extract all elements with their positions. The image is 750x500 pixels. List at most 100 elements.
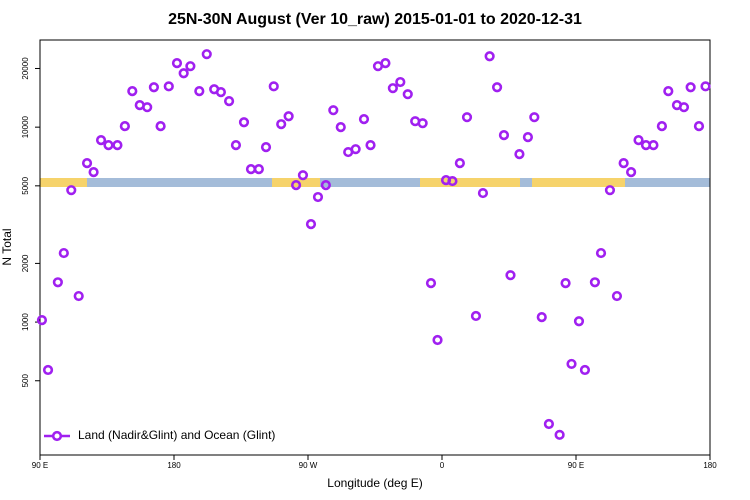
data-point [514,149,525,160]
x-tick-label: 180 [167,461,181,470]
data-point [335,122,346,133]
data-point [656,121,668,132]
data-point [498,130,510,141]
data-point [148,82,159,93]
data-point [522,132,534,143]
data-point [73,290,84,302]
data-point [447,175,458,187]
legend-label: Land (Nadir&Glint) and Ocean (Glint) [78,428,275,442]
data-point [461,112,473,123]
data-point [470,310,482,322]
data-point [484,51,495,62]
data-point [543,418,555,430]
data-point [230,140,242,151]
y-tick-label: 10000 [21,115,30,138]
ocean-band [40,178,710,187]
data-point [529,112,540,123]
data-point [283,111,294,122]
plot-frame [39,39,711,456]
data-point [477,187,489,199]
data-point [589,277,601,288]
data-point [663,86,674,97]
data-point [678,102,690,113]
land-band [532,178,625,187]
data-point [52,277,63,288]
data-point [194,86,205,97]
data-point [245,164,257,175]
data-point [573,316,585,327]
data-point [387,83,398,94]
data-point [58,247,69,259]
data-point [305,219,317,230]
y-tick-label: 500 [21,374,30,388]
data-point [425,277,437,289]
x-axis-label: Longitude (deg E) [327,476,422,490]
data-point [395,76,406,88]
data-point [328,105,339,116]
data-point [320,180,331,191]
data-point [163,81,174,92]
data-point [88,167,99,178]
data-point [185,61,196,72]
data-point [312,191,324,203]
data-point [611,290,623,302]
data-point [215,87,226,98]
data-point [700,81,711,92]
data-point [142,102,153,113]
x-tick-label: 0 [440,461,445,470]
data-point [417,118,428,129]
y-tick-label: 2000 [21,254,30,272]
data-point [297,170,309,181]
data-point [276,119,287,130]
data-point [119,121,130,132]
data-point [365,140,376,151]
data-point [648,140,659,151]
data-point [81,158,93,169]
data-point [42,364,54,376]
data-point [625,167,637,178]
data-point [595,247,607,259]
data-point [505,270,516,281]
data-point [604,185,616,196]
chart-title: 25N-30N August (Ver 10_raw) 2015-01-01 t… [168,11,582,28]
legend-marker [51,430,63,442]
y-tick-label: 5000 [21,176,30,194]
data-point [95,135,107,146]
data-point [253,164,264,175]
data-point [536,312,547,323]
data-point [633,135,644,146]
data-point [560,277,571,289]
land-band [420,178,520,187]
data-point [112,140,123,151]
data-point [693,121,705,132]
x-tick-label: 90 W [299,461,318,470]
data-point [618,158,629,169]
data-point [432,334,443,346]
data-point [171,58,183,69]
data-point [268,81,279,92]
data-point [350,144,361,155]
data-point [402,89,413,100]
data-point [554,429,565,440]
data-point [566,358,577,370]
data-point [579,364,591,376]
data-point [238,117,250,128]
y-tick-label: 20000 [21,57,30,80]
data-point [290,180,302,191]
data-point [103,140,114,151]
data-point [685,82,696,93]
data-point [155,121,166,132]
data-point [178,68,189,79]
x-tick-label: 180 [703,461,717,470]
data-point [66,185,77,196]
data-point [223,96,235,107]
land-band [40,178,87,187]
data-point [358,113,370,125]
y-axis-label: N Total [0,228,14,265]
x-tick-label: 90 E [568,461,584,470]
data-point [201,49,212,60]
data-point [454,158,465,169]
y-tick-label: 1000 [21,313,30,331]
